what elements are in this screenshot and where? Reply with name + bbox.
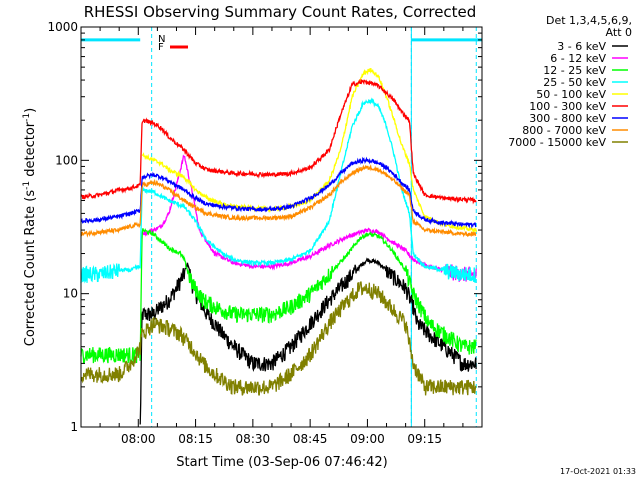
- series-line: [139, 257, 477, 425]
- legend-label: 7000 - 15000 keV: [508, 136, 606, 149]
- series-line: [141, 68, 477, 233]
- series-line: [80, 78, 477, 205]
- legend-label: 300 - 800 keV: [529, 112, 606, 125]
- legend-label: 100 - 300 keV: [529, 100, 606, 113]
- series-line: [80, 281, 477, 396]
- y-axis-label: Corrected Count Rate (s-1 detector-1): [22, 108, 38, 346]
- legend-label: 800 - 7000 keV: [522, 124, 606, 137]
- x-axis: 08:00 08:15 08:30 08:45 09:00 09:15: [99, 27, 464, 446]
- flag-label: N: [158, 34, 165, 45]
- legend-label: 6 - 12 keV: [550, 52, 606, 65]
- plot-frame: [80, 26, 483, 428]
- y-axis-label-superscript: -1: [22, 113, 32, 122]
- legend-header-detectors: Det 1,3,4,5,6,9,: [546, 14, 632, 27]
- x-axis-label: Start Time (03-Sep-06 07:46:42): [176, 455, 387, 470]
- flag-label: F: [158, 42, 164, 53]
- legend-label: 25 - 50 keV: [543, 76, 606, 89]
- y-axis: 1 10 100 1000: [47, 20, 482, 434]
- y-tick-label: 100: [55, 153, 78, 167]
- y-axis-label-part: ): [23, 108, 38, 113]
- legend-label: 12 - 25 keV: [543, 64, 606, 77]
- timestamp: 17-Oct-2021 01:33: [560, 467, 636, 476]
- y-axis-label-superscript: -1: [22, 181, 32, 190]
- legend-label: 50 - 100 keV: [536, 88, 606, 101]
- y-tick-label: 10: [63, 287, 78, 301]
- chart-title: RHESSI Observing Summary Count Rates, Co…: [84, 3, 477, 21]
- x-tick-label: 08:00: [121, 432, 156, 446]
- legend-label: 3 - 6 keV: [557, 40, 606, 53]
- flag-group: NF: [158, 34, 188, 53]
- y-tick-label: 1000: [47, 20, 78, 34]
- series-line: [80, 156, 477, 229]
- x-tick-label: 09:15: [407, 432, 442, 446]
- x-tick-label: 08:15: [178, 432, 213, 446]
- series-line: [80, 228, 477, 365]
- y-axis-label-part: Corrected Count Rate (s: [23, 190, 38, 347]
- x-tick-label: 09:00: [350, 432, 385, 446]
- legend-header-attenuator: Att 0: [606, 26, 632, 39]
- y-tick-label: 1: [70, 420, 78, 434]
- series-line: [80, 97, 477, 284]
- x-tick-label: 08:45: [293, 432, 328, 446]
- series-line: [80, 164, 477, 238]
- y-axis-label-part: detector: [23, 121, 38, 181]
- x-tick-label: 08:30: [236, 432, 271, 446]
